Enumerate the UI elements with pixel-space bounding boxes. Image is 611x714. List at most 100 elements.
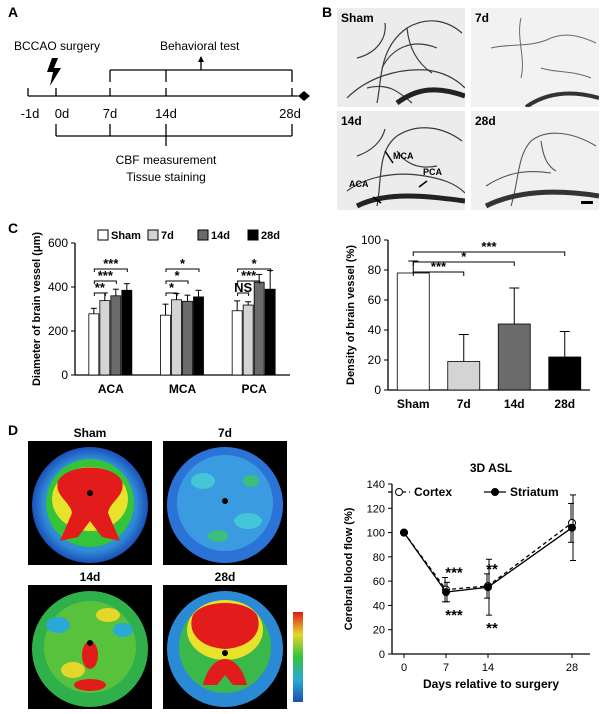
asl-title-28d: 28d (214, 570, 236, 584)
c1-sig-bracket (93, 268, 128, 272)
behavior-bracket (109, 60, 293, 82)
tick-label-7d: 7d (103, 106, 117, 121)
c1-bar (182, 300, 193, 376)
c1-sig-bracket (165, 280, 189, 284)
d-x-tick-label: 0 (401, 662, 407, 674)
angio-pca-label: PCA (423, 167, 443, 177)
d-y-tick-label: 120 (367, 503, 385, 515)
c2-sig-label: * (461, 249, 467, 264)
d-x-label: Days relative to surgery (423, 677, 559, 691)
chart-diameter: 0 200 400 600 Diameter of brain vessel (μm) S… (31, 229, 290, 396)
panel-a-label: A (8, 4, 19, 20)
asl-heatmap-7d (167, 447, 283, 563)
c1-sig-label: *** (241, 268, 257, 283)
panel-b: B Sham 7d (322, 0, 611, 215)
asl-map-28d (163, 585, 287, 709)
cbf-label: CBF measurement (116, 153, 217, 167)
d-sig-label: *** (445, 607, 463, 624)
c1-legend-label: Sham (111, 230, 141, 242)
c2-y-tick-label: 100 (361, 233, 381, 247)
asl-color-scale (293, 612, 303, 702)
d-sig-label: ** (486, 620, 498, 637)
asl-map-7d (163, 441, 287, 565)
c1-sig-label: *** (98, 268, 114, 283)
angio-title-sham: Sham (341, 11, 374, 25)
c1-sig-bracket (165, 292, 178, 296)
d-point (442, 588, 450, 597)
panel-c-label: C (8, 220, 19, 236)
c1-bar (110, 295, 122, 376)
c2-bar (396, 272, 430, 391)
cbf-bracket (55, 124, 293, 146)
asl-map-14d (28, 585, 152, 709)
c2-sig-bracket (412, 261, 515, 266)
c2-x-tick-label: Sham (397, 397, 430, 411)
d-legend-marker (491, 488, 499, 496)
c1-legend-swatch (147, 229, 159, 241)
c1-sig-label: NS (234, 280, 252, 295)
c2-y-label: Density of brain vessel (%) (345, 245, 357, 385)
c1-sig-bracket (237, 292, 250, 296)
asl-title-7d: 7d (217, 426, 232, 440)
asl-heatmap-sham (32, 447, 148, 563)
panel-d-label: D (8, 422, 19, 438)
c1-legend-label: 7d (161, 230, 174, 242)
scale-bar (581, 201, 593, 204)
c1-bar (264, 288, 276, 376)
d-legend-label: Cortex (414, 485, 452, 499)
c1-sig-label: * (174, 268, 180, 283)
d-y-tick-label: 60 (373, 576, 385, 588)
c1-sig-bracket (93, 292, 106, 296)
asl-heatmap-28d (167, 591, 283, 707)
asl-title-sham: Sham (73, 426, 107, 440)
c2-bar (497, 323, 531, 391)
angio-image-14d: MCA ACA PCA 14d (337, 111, 465, 210)
c2-sig-label: *** (431, 259, 447, 274)
d-chart-title: 3D ASL (470, 462, 512, 475)
c1-y-label: Diameter of brain vessel (μm) (31, 232, 43, 386)
c1-bar (171, 299, 182, 376)
angio-image-28d: 28d (471, 111, 599, 210)
c2-y-tick-label: 0 (374, 383, 381, 397)
c1-sig-bracket (93, 280, 117, 284)
d-y-label: Cerebral blood flow (%) (343, 507, 355, 630)
c2-y-tick-label: 80 (368, 263, 382, 277)
c1-sig-label: * (169, 280, 175, 295)
c2-y-tick-label: 40 (368, 323, 382, 337)
c1-y-tick-label: 600 (48, 236, 68, 250)
tick-label-14d: 14d (155, 106, 177, 121)
c1-legend-label: 14d (211, 230, 230, 242)
c2-y-tick-label: 20 (368, 353, 382, 367)
c1-sig-label: * (252, 256, 258, 271)
chart-density: 0 20 40 60 80 100 Density of brain vessel (%) S… (345, 233, 590, 411)
angio-image-7d: 7d (471, 8, 599, 107)
d-sig-label: *** (445, 565, 463, 582)
chart-cbf: 3D ASL 0 20 40 60 80 100 120 140 0 7 14 28 Cerebral b… (343, 462, 590, 691)
timeline-diagram: BCCAO surgery Behavioral test -1d 0d 7d (14, 39, 310, 184)
angio-vessels-sham (337, 8, 465, 107)
c2-x-tick-label: 7d (457, 397, 471, 411)
c2-bar (548, 356, 582, 391)
c2-x-tick-label: 28d (554, 397, 575, 411)
c1-bar (121, 289, 133, 376)
d-legend-label: Striatum (510, 485, 559, 499)
angio-vessels-14d: MCA ACA PCA (337, 111, 465, 210)
asl-heatmap-14d (32, 591, 148, 707)
c1-bar (99, 300, 111, 376)
angio-vessels-28d (471, 111, 599, 210)
c1-bar (193, 296, 204, 376)
c1-sig-label: ** (95, 280, 106, 295)
tissue-label: Tissue staining (126, 170, 206, 184)
c1-y-tick-label: 0 (61, 368, 68, 382)
angio-title-28d: 28d (475, 114, 496, 128)
d-point (484, 583, 492, 592)
c2-sig-bracket (412, 251, 566, 256)
c1-legend-swatch (97, 229, 109, 241)
c1-y-tick-label: 400 (48, 280, 68, 294)
d-y-tick-label: 40 (373, 600, 385, 612)
c1-bar (231, 310, 243, 376)
c1-sig-label: *** (103, 256, 119, 271)
c1-legend-swatch (247, 229, 259, 241)
angio-vessels-7d (471, 8, 599, 107)
timeline-axis (27, 88, 298, 97)
